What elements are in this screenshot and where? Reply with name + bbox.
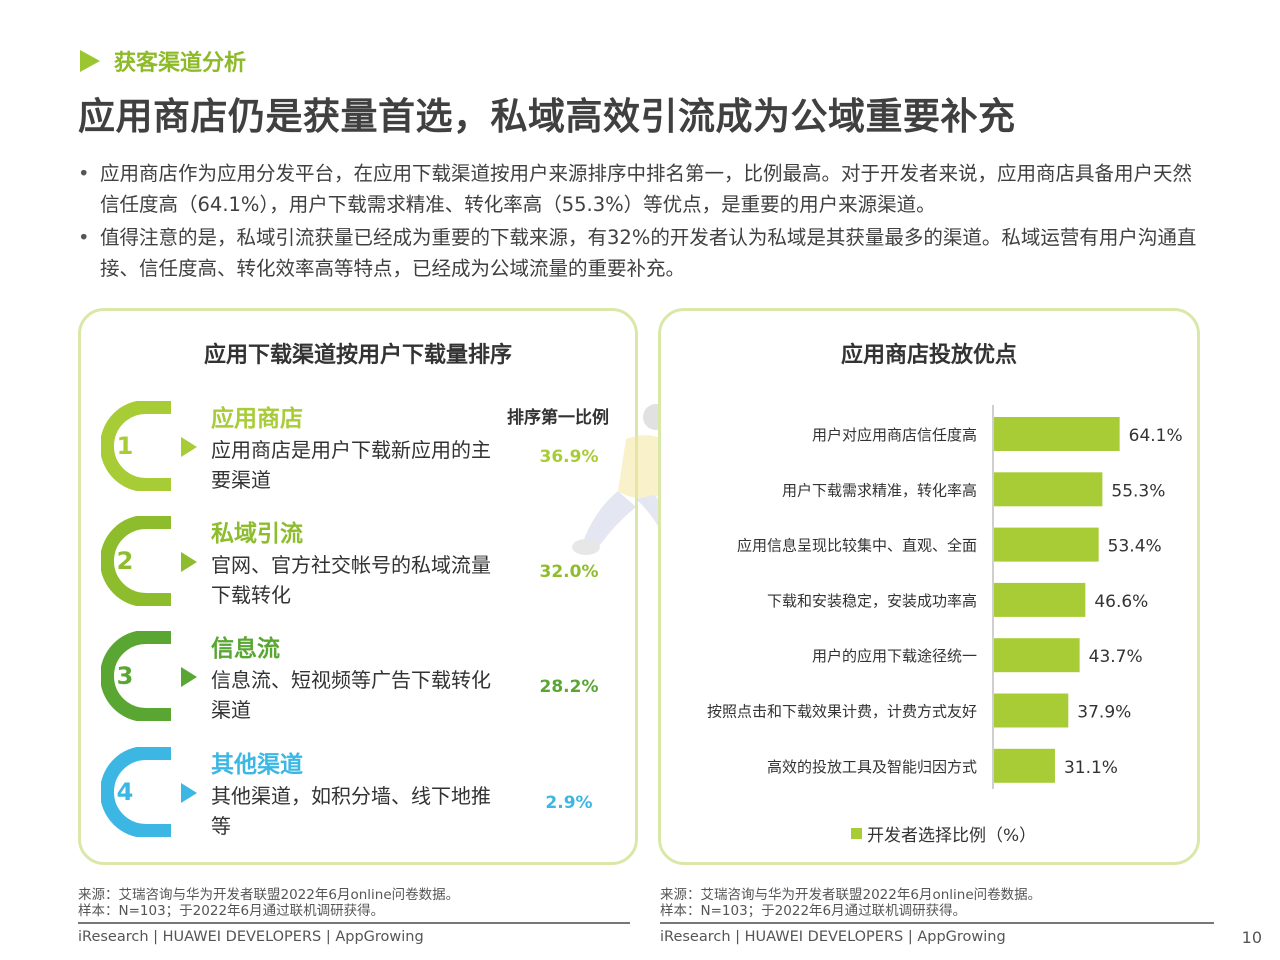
source-line: 来源：艾瑞咨询与华为开发者联盟2022年6月online问卷数据。 — [660, 887, 1042, 903]
bullet-item: 值得注意的是，私域引流获量已经成为重要的下载来源，有32%的开发者认为私域是其获… — [78, 222, 1208, 284]
channel-description: 信息流、短视频等广告下载转化渠道 — [211, 668, 491, 722]
bar — [994, 417, 1120, 451]
channel-description: 官网、官方社交帐号的私域流量下载转化 — [211, 553, 491, 607]
channel-rank-number: 3 — [116, 662, 134, 690]
bar — [994, 748, 1055, 783]
channel-item: 4 其他渠道 其他渠道，如积分墙、线下地推等 2.9% — [81, 747, 641, 857]
bar — [994, 527, 1099, 562]
category-label: 高效的投放工具及智能归因方式 — [767, 758, 977, 776]
channel-name: 应用商店 — [211, 406, 303, 432]
source-note: 来源：艾瑞咨询与华为开发者联盟2022年6月online问卷数据。 样本：N=1… — [660, 887, 1041, 919]
panel-title: 应用下载渠道按用户下载量排序 — [203, 343, 512, 368]
value-label: 37.9% — [1077, 703, 1131, 723]
summary-bullets: 应用商店作为应用分发平台，在应用下载渠道按用户来源排序中排名第一，比例最高。对于… — [78, 158, 1208, 286]
section-tag: 获客渠道分析 — [80, 46, 246, 76]
channel-item: 2 私域引流 官网、官方社交帐号的私域流量下载转化 32.0% — [81, 516, 641, 626]
arrow-right-icon — [181, 667, 197, 687]
bar — [994, 693, 1069, 728]
divider — [660, 922, 1214, 924]
source-line: 来源：艾瑞咨询与华为开发者联盟2022年6月online问卷数据。 — [78, 887, 460, 903]
legend-label: 开发者选择比例（%） — [867, 826, 1037, 846]
arc-ring-icon — [101, 631, 171, 721]
category-label: 用户下载需求精准，转化率高 — [782, 481, 977, 499]
value-label: 53.4% — [1108, 537, 1162, 557]
channel-percent: 36.9% — [539, 447, 599, 467]
channel-description: 其他渠道，如积分墙、线下地推等 — [211, 784, 491, 838]
channel-rank-number: 4 — [116, 778, 134, 806]
bar — [994, 582, 1086, 617]
bullet-item: 应用商店作为应用分发平台，在应用下载渠道按用户来源排序中排名第一，比例最高。对于… — [78, 158, 1208, 220]
value-label: 64.1% — [1129, 426, 1183, 446]
channel-percent: 32.0% — [539, 562, 599, 582]
footer-brands: iResearch | HUAWEI DEVELOPERS | AppGrowi… — [660, 929, 1006, 945]
channel-percent: 28.2% — [539, 677, 599, 697]
channel-name: 私域引流 — [211, 521, 303, 547]
category-label: 用户的应用下载途径统一 — [812, 647, 977, 665]
channel-ranking-panel: 应用下载渠道按用户下载量排序 排序第一比例 1 应用商店 应用商店是用户下载新应… — [78, 308, 696, 865]
page-title: 应用商店仍是获量首选，私域高效引流成为公域重要补充 — [78, 95, 1016, 138]
value-label: 55.3% — [1111, 481, 1165, 501]
category-label: 应用信息呈现比较集中、直观、全面 — [737, 537, 977, 555]
arrow-right-icon — [181, 437, 197, 457]
panel-title: 应用商店投放优点 — [840, 343, 1017, 368]
advantages-bar-chart: 用户对应用商店信任度高 64.1% 用户下载需求精准，转化率高 55.3% 应用信息呈现… — [707, 405, 1183, 789]
triangle-bullet-icon — [80, 50, 100, 72]
channel-rank-number: 2 — [116, 547, 134, 575]
category-label: 下载和安装稳定，安装成功率高 — [767, 592, 977, 610]
footer-brands: iResearch | HUAWEI DEVELOPERS | AppGrowi… — [78, 929, 424, 945]
column-header: 排序第一比例 — [507, 408, 609, 428]
arrow-right-icon — [181, 783, 197, 803]
category-label: 用户对应用商店信任度高 — [812, 426, 977, 444]
value-label: 43.7% — [1089, 647, 1143, 667]
app-store-advantages-panel: 应用商店投放优点 用户对应用商店信任度高 64.1% 用户下载需求精准，转化率高 55… — [658, 308, 1200, 865]
channel-name: 其他渠道 — [211, 752, 303, 778]
sample-line: 样本：N=103；于2022年6月通过联机调研获得。 — [78, 903, 385, 919]
legend-swatch — [851, 828, 862, 839]
category-label: 按照点击和下载效果计费，计费方式友好 — [707, 703, 977, 721]
arc-ring-icon — [101, 516, 171, 606]
channel-rank-number: 1 — [116, 432, 134, 460]
value-label: 31.1% — [1064, 758, 1118, 778]
arc-ring-icon — [101, 401, 171, 491]
chart-legend: 开发者选择比例（%） — [851, 821, 1036, 846]
channel-name: 信息流 — [211, 636, 280, 662]
channel-item: 3 信息流 信息流、短视频等广告下载转化渠道 28.2% — [81, 631, 641, 741]
channel-percent: 2.9% — [545, 793, 593, 813]
channel-item: 1 应用商店 应用商店是用户下载新应用的主要渠道 36.9% — [81, 401, 641, 511]
channel-description: 应用商店是用户下载新应用的主要渠道 — [211, 438, 491, 492]
page-number: 10 — [1241, 928, 1262, 947]
source-note: 来源：艾瑞咨询与华为开发者联盟2022年6月online问卷数据。 样本：N=1… — [78, 887, 459, 919]
sample-line: 样本：N=103；于2022年6月通过联机调研获得。 — [660, 903, 967, 919]
arrow-right-icon — [181, 552, 197, 572]
section-tag-label: 获客渠道分析 — [114, 51, 247, 76]
bar — [994, 472, 1103, 507]
bar — [994, 638, 1080, 673]
divider — [78, 922, 630, 924]
value-label: 46.6% — [1094, 592, 1148, 612]
arc-ring-icon — [101, 747, 171, 837]
